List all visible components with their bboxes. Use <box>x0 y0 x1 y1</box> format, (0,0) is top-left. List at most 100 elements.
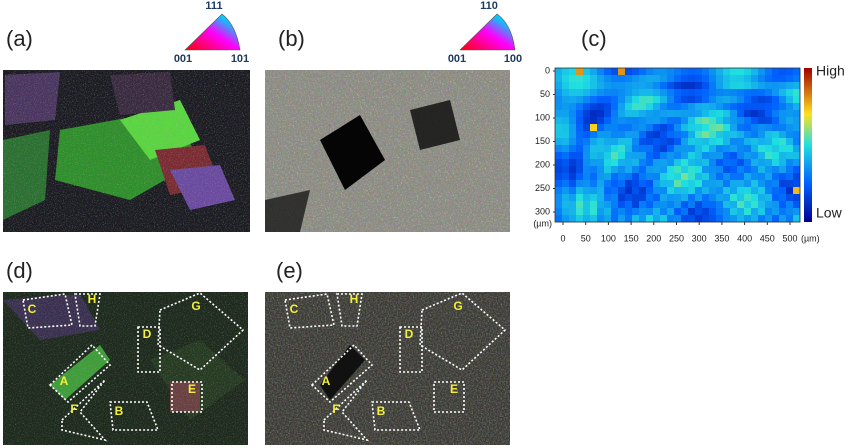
heat-cell <box>772 138 780 146</box>
heat-cell <box>737 208 745 216</box>
heat-cell <box>779 215 787 223</box>
x-tick-label: 500 <box>782 233 797 243</box>
heat-cell <box>751 131 759 139</box>
heat-cell <box>786 215 794 223</box>
triangle-label: 100 <box>504 53 522 65</box>
heat-cell <box>786 173 794 181</box>
heat-cell <box>576 159 584 167</box>
heat-cell <box>674 96 682 104</box>
heat-cell <box>758 215 766 223</box>
heat-cell <box>632 152 640 160</box>
heat-cell <box>660 89 668 97</box>
heat-cell <box>688 110 696 118</box>
heat-cell <box>674 180 682 188</box>
heat-cell <box>723 117 731 125</box>
heat-cell <box>688 187 696 195</box>
heat-cell <box>688 145 696 153</box>
heat-cell <box>653 82 661 90</box>
heat-cell <box>583 68 591 76</box>
heat-cell <box>674 75 682 83</box>
heat-cell <box>583 194 591 202</box>
heat-cell <box>590 173 598 181</box>
heat-cell <box>793 166 801 174</box>
heat-cell <box>779 96 787 104</box>
heat-cell <box>555 215 563 223</box>
heat-cell <box>744 68 752 76</box>
heat-cell <box>667 208 675 216</box>
heat-cell <box>681 75 689 83</box>
y-tick-label: 150 <box>535 136 550 146</box>
region-outline <box>171 381 203 413</box>
heat-cell <box>751 215 759 223</box>
heat-cell <box>765 201 773 209</box>
heat-cell <box>681 145 689 153</box>
heat-cell <box>737 180 745 188</box>
heat-cell <box>772 187 780 195</box>
heat-cell <box>562 145 570 153</box>
heat-cell <box>730 187 738 195</box>
heat-cell <box>709 166 717 174</box>
heat-cell <box>695 124 703 132</box>
heat-cell <box>660 201 668 209</box>
heat-cell <box>716 82 724 90</box>
region-label: A <box>322 374 331 388</box>
heat-cell <box>744 173 752 181</box>
heat-cell <box>653 145 661 153</box>
heat-cell <box>625 187 633 195</box>
heat-cell <box>667 103 675 111</box>
heat-cell <box>772 103 780 111</box>
heat-cell <box>730 75 738 83</box>
region-label: F <box>332 402 339 416</box>
heat-cell <box>590 194 598 202</box>
heat-cell <box>590 215 598 223</box>
triangle-label: 110 <box>480 0 498 12</box>
heat-cell <box>590 103 598 111</box>
heat-cell <box>611 180 619 188</box>
heat-cell <box>583 110 591 118</box>
heat-cell <box>723 75 731 83</box>
heat-cell <box>611 110 619 118</box>
region-label: E <box>188 382 196 396</box>
heat-cell <box>758 145 766 153</box>
heat-cell <box>695 180 703 188</box>
heat-cell <box>688 215 696 223</box>
heat-cell <box>569 201 577 209</box>
heat-cell <box>730 138 738 146</box>
panel-label: (c) <box>581 26 607 51</box>
heat-cell <box>618 68 626 76</box>
heat-cell <box>709 124 717 132</box>
heat-cell <box>751 124 759 132</box>
heat-cell <box>604 103 612 111</box>
heat-cell <box>674 103 682 111</box>
heat-cell <box>688 166 696 174</box>
triangle-label: 111 <box>205 0 222 12</box>
heat-cell <box>660 215 668 223</box>
heat-cell <box>772 159 780 167</box>
heat-cell <box>737 159 745 167</box>
heat-cell <box>653 124 661 132</box>
heat-cell <box>576 152 584 160</box>
heat-cell <box>562 138 570 146</box>
heat-cell <box>730 82 738 90</box>
x-tick-label: 250 <box>669 233 684 243</box>
heat-cell <box>744 138 752 146</box>
heat-cell <box>793 194 801 202</box>
heat-cell <box>751 138 759 146</box>
heat-cell <box>723 145 731 153</box>
heat-cell <box>569 96 577 104</box>
heat-cell <box>737 187 745 195</box>
heat-cell <box>779 145 787 153</box>
heat-cell <box>569 187 577 195</box>
heat-cell <box>751 96 759 104</box>
heat-cell <box>716 124 724 132</box>
heat-cell <box>779 124 787 132</box>
heat-cell <box>604 110 612 118</box>
heat-cell <box>576 124 584 132</box>
heat-cell <box>772 96 780 104</box>
heat-cell <box>660 187 668 195</box>
heat-cell <box>723 131 731 139</box>
heat-cell <box>597 68 605 76</box>
heat-cell <box>730 96 738 104</box>
heat-cell <box>653 89 661 97</box>
